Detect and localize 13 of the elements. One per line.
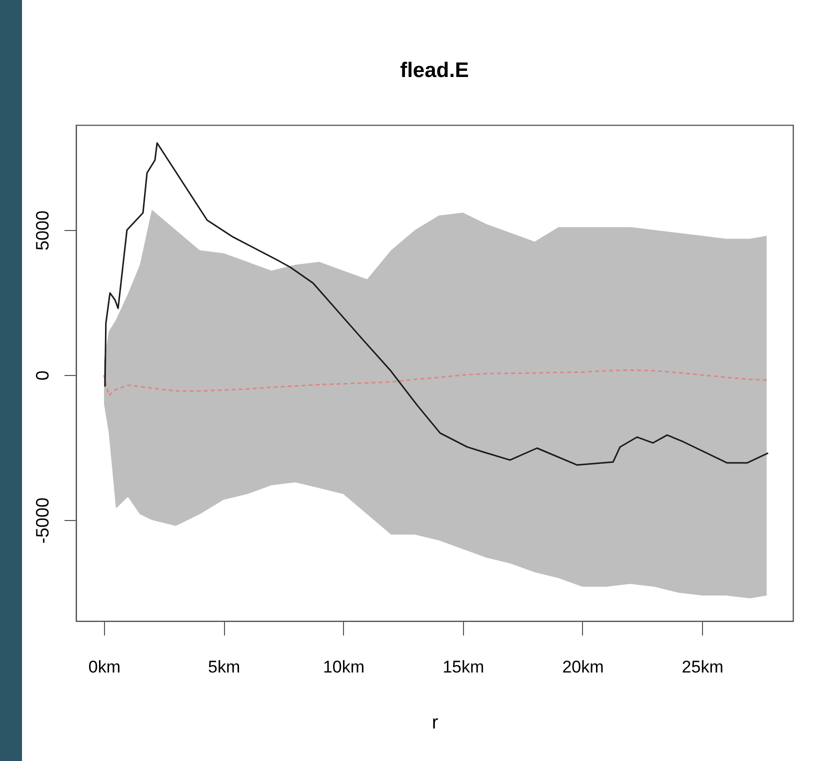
chart-title: flead.E: [400, 59, 469, 82]
x-tick-label: 20km: [562, 658, 604, 676]
y-tick-label: 5000: [32, 210, 52, 251]
x-tick-label: 25km: [682, 658, 724, 676]
y-tick-label: 0: [32, 370, 52, 381]
x-tick-label: 10km: [322, 658, 365, 676]
x-tick-label: 5km: [208, 658, 240, 676]
x-axis-title: r: [432, 712, 439, 734]
line-series: [104, 142, 769, 466]
x-tick-label: 15km: [442, 658, 484, 676]
x-tick-label: 0km: [88, 658, 121, 676]
y-tick-label: -5000: [32, 498, 52, 544]
line-series: [103, 369, 768, 396]
